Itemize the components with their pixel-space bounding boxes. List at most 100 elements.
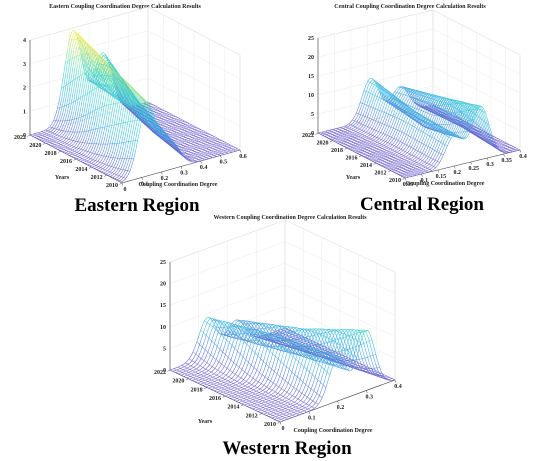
surface-wire (78, 159, 81, 162)
surface-wire (422, 96, 426, 101)
surface-wire (80, 161, 84, 163)
surface-wire (133, 111, 137, 114)
surface-wire (365, 117, 368, 122)
surface-wire (66, 141, 70, 145)
surface-wire (60, 126, 64, 131)
surface-wire (387, 140, 390, 143)
surface-wire (367, 127, 371, 131)
surface-wire (139, 119, 142, 122)
surface-wire (157, 126, 160, 133)
surface-wire (48, 134, 52, 137)
surface-wire (163, 130, 166, 134)
surface-wire (119, 86, 123, 91)
surface-wire (117, 99, 121, 102)
surface-wire (66, 138, 69, 140)
surface-wire (208, 139, 212, 142)
surface-wire (208, 149, 212, 151)
surface-wire (50, 131, 53, 134)
surface-wire (210, 146, 213, 149)
surface-wire (110, 94, 114, 97)
surface-wire (113, 68, 117, 73)
surface-wire (105, 173, 109, 176)
surface-wire (112, 151, 116, 158)
surface-wire (106, 165, 110, 169)
surface-wire (375, 109, 378, 116)
surface-wire (85, 147, 88, 151)
surface-wire (131, 92, 135, 96)
surface-wire (83, 155, 87, 157)
surface-wire (137, 129, 140, 141)
surface-wire (110, 93, 114, 105)
surface-wire (70, 58, 73, 71)
surface-wire (102, 160, 105, 164)
surface-wire (364, 111, 368, 117)
surface-wire (62, 137, 65, 140)
surface-wire (166, 141, 169, 144)
surface-wire (395, 129, 398, 135)
surface-wire (143, 120, 146, 123)
surface-wire (66, 153, 70, 156)
surface-wire (59, 136, 62, 139)
surface-wire (377, 140, 380, 143)
surface-wire (363, 85, 367, 91)
surface-wire (96, 143, 99, 150)
surface-wire (378, 127, 381, 132)
surface-wire (77, 141, 81, 143)
surface-wire (152, 113, 155, 116)
surface-wire (188, 129, 191, 131)
surface-wire (76, 117, 80, 126)
surface-wire (174, 148, 177, 152)
surface-wire (152, 125, 156, 128)
surface-wire (385, 139, 388, 142)
y-tick-label: 2012 (91, 175, 103, 181)
surface-wire (385, 94, 389, 99)
surface-wire (141, 120, 145, 124)
surface-wire (173, 145, 176, 149)
surface-wire (74, 109, 77, 120)
surface-wire (159, 107, 162, 110)
surface-wire (399, 113, 402, 120)
surface-wire (125, 80, 129, 84)
surface-wire (144, 124, 148, 127)
surface-wire (134, 113, 137, 117)
surface-wire (105, 90, 109, 93)
surface-wire (390, 109, 393, 116)
surface-wire (127, 111, 131, 122)
surface-wire (108, 157, 112, 162)
surface-wire (132, 130, 136, 141)
surface-wire (192, 128, 195, 130)
surface-wire (95, 53, 98, 56)
surface-wire (107, 143, 111, 152)
surface-wire (186, 122, 190, 124)
surface-wire (107, 91, 111, 94)
surface-wire (102, 63, 106, 69)
surface-wire (402, 88, 406, 92)
surface-wire (72, 126, 75, 133)
surface-wire (83, 150, 86, 154)
surface-wire (157, 128, 160, 131)
surface-wire (363, 129, 366, 132)
surface-wire (108, 151, 111, 157)
surface-wire (52, 146, 56, 149)
surface-wire (363, 132, 367, 134)
surface-wire (205, 131, 208, 134)
surface-wire (380, 133, 384, 137)
surface-wire (81, 155, 85, 157)
surface-wire (79, 154, 82, 156)
surface-wire (186, 153, 190, 155)
surface-wire (201, 132, 205, 135)
surface-wire (394, 106, 397, 112)
surface-wire (168, 125, 172, 128)
surface-wire (110, 151, 114, 158)
surface-wire (372, 89, 375, 95)
z-gridline (29, 6, 241, 56)
surface-wire (159, 127, 162, 131)
surface-wire (122, 90, 126, 96)
surface-wire (400, 105, 404, 109)
surface-wire (147, 102, 150, 105)
surface-wire (209, 143, 213, 146)
surface-wire (130, 94, 134, 99)
surface-wire (378, 132, 382, 136)
surface-wire (169, 137, 172, 140)
surface-wire (67, 144, 70, 147)
